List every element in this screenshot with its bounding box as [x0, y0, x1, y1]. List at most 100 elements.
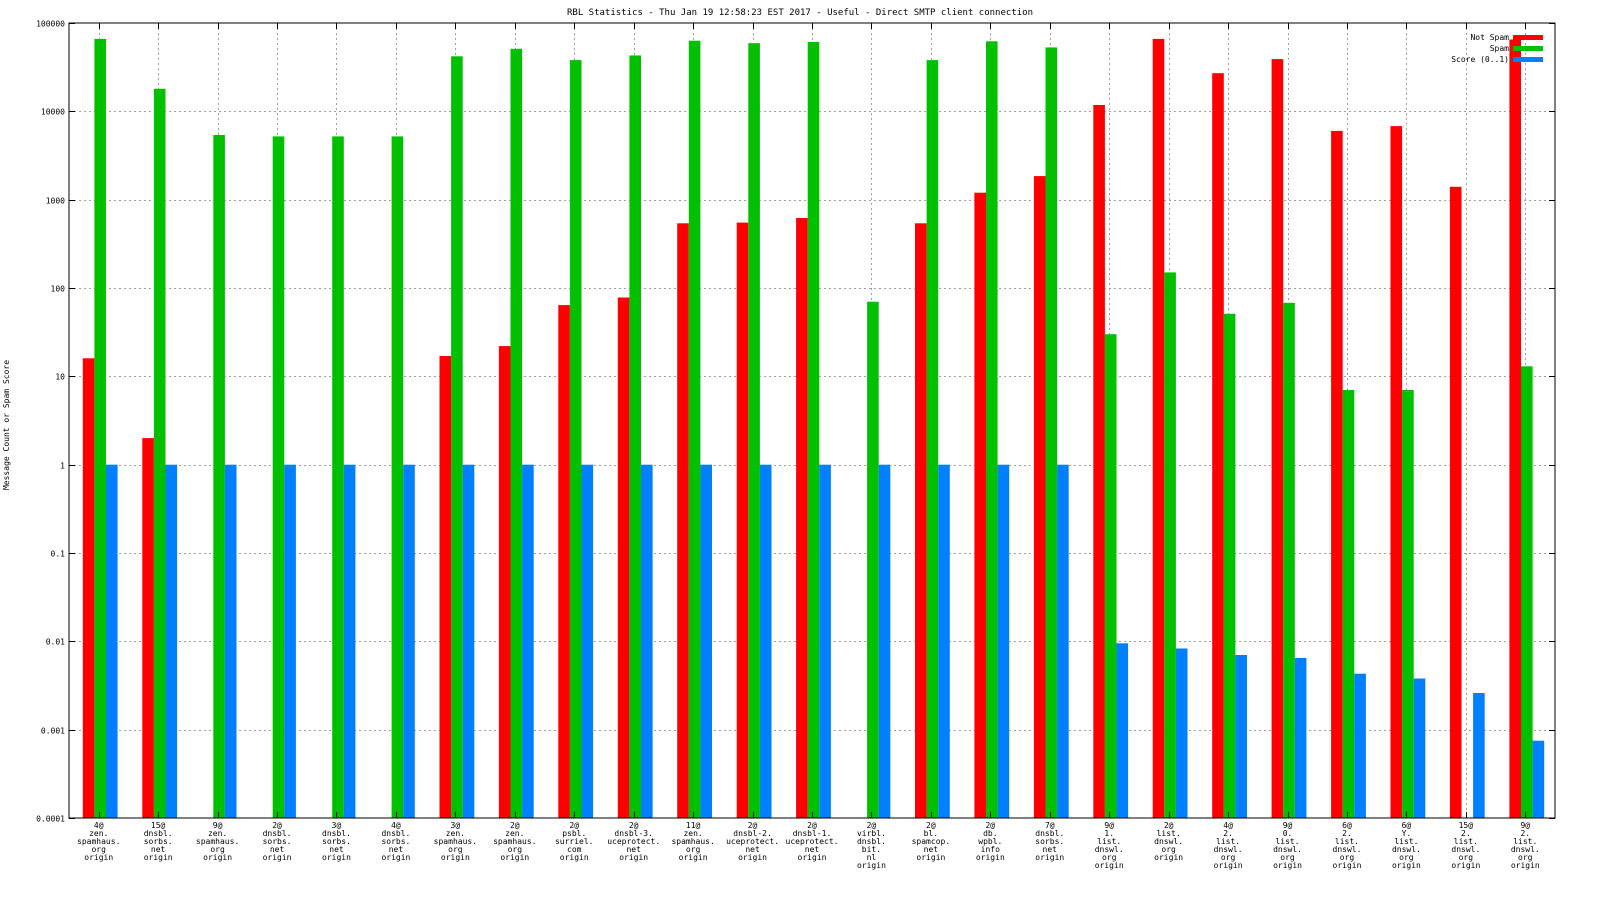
bar [1223, 313, 1236, 818]
x-tick-label-line: bit. [862, 845, 881, 854]
x-tick-label-line: origin [738, 853, 767, 862]
y-tick-label: 1000 [46, 197, 65, 206]
x-tick-label-line: origin [560, 853, 589, 862]
bar [700, 464, 712, 818]
bar [807, 42, 820, 818]
x-tick-label: 2@ db. wpbl. info origin [976, 821, 1005, 862]
bar [1294, 657, 1307, 818]
x-tick-label-line: list. [1394, 837, 1418, 846]
bar [439, 356, 452, 818]
bar [569, 60, 582, 819]
x-tick-label-line: 2@ [926, 821, 936, 830]
y-axis-label: Message Count or Spam Score [2, 360, 11, 490]
x-tick-label-line: 2. [1461, 829, 1471, 838]
x-tick-label-line: 2@ [807, 821, 817, 830]
x-tick-label-line: dnsbl. [1035, 829, 1064, 838]
x-tick-label: 3@ zen. spamhaus. org origin [434, 821, 477, 862]
bar [1402, 390, 1414, 818]
x-tick-label-line: origin [1333, 861, 1362, 870]
bar [736, 222, 749, 819]
x-tick-label-line: net [1043, 845, 1058, 854]
x-tick-label-line: 2@ [510, 821, 520, 830]
x-tick-label-line: org [1459, 853, 1474, 862]
x-tick-label-line: dnsbl-2. [733, 829, 772, 838]
x-tick-label-line: 9@ [1104, 821, 1114, 830]
x-tick-label-line: dnsbl. [144, 829, 173, 838]
x-tick-label-line: org [1221, 853, 1236, 862]
x-tick-label-line: dnswl. [1451, 845, 1480, 854]
bar [1235, 655, 1247, 818]
bar [498, 346, 511, 818]
x-tick-label-line: 2@ [748, 821, 758, 830]
x-tick-label-line: wpbl. [978, 837, 1002, 846]
x-tick-label-line: 6@ [1402, 821, 1412, 830]
x-tick-label-line: origin [619, 853, 648, 862]
x-tick-label-line: origin [263, 853, 292, 862]
y-tick-label: 0.1 [51, 550, 66, 559]
bar [1413, 678, 1426, 818]
x-tick-label-line: net [745, 845, 760, 854]
x-tick-label-line: origin [1035, 853, 1064, 862]
y-tick-label: 10000 [41, 108, 65, 117]
x-tick-label-line: 2@ [1164, 821, 1174, 830]
bar [510, 48, 523, 819]
bar [403, 464, 415, 818]
x-tick-label-line: dnswl. [1095, 845, 1124, 854]
x-tick-label-line: sorbs. [1035, 837, 1064, 846]
x-tick-label-line: org [1518, 853, 1533, 862]
x-tick-label: 15@ 2. list. dnswl. org origin [1451, 821, 1480, 870]
bar [106, 464, 118, 818]
x-tick-label-line: org [508, 845, 523, 854]
bars [82, 38, 1545, 819]
x-tick-label-line: 1. [1104, 829, 1114, 838]
legend: Not Spam Spam Score (0..1) [1451, 33, 1543, 64]
x-tick-label-line: dnswl. [1333, 845, 1362, 854]
x-tick-label-line: sorbs. [381, 837, 410, 846]
x-tick-label-line: 2. [1520, 829, 1530, 838]
x-tick-label-line: dnswl. [1392, 845, 1421, 854]
x-tick-label-line: 2@ [867, 821, 877, 830]
bar [1033, 176, 1046, 819]
x-tick-label-line: list. [1157, 829, 1181, 838]
x-tick-label-line: db. [983, 829, 997, 838]
legend-label: Score (0..1) [1451, 55, 1509, 64]
x-tick-label-line: origin [976, 853, 1005, 862]
x-tick-label: 4@ dnsbl. sorbs. net origin [381, 821, 410, 862]
x-tick-label-line: zen. [505, 829, 524, 838]
x-tick-label-line: dnswl. [1154, 837, 1183, 846]
y-tick-label: 0.0001 [36, 815, 65, 824]
x-tick-label-line: net [924, 845, 939, 854]
bar [677, 223, 689, 819]
x-tick-label-line: sorbs. [322, 837, 351, 846]
y-tick-label: 0.01 [46, 638, 65, 647]
bar [1532, 740, 1545, 818]
x-tick-label-line: zen. [89, 829, 108, 838]
x-tick-label-line: 3@ [451, 821, 461, 830]
x-tick-label-line: surriel. [555, 837, 594, 846]
x-tick-label-line: zen. [208, 829, 227, 838]
x-tick-label: 3@ dnsbl. sorbs. net origin [322, 821, 351, 862]
bar [1164, 272, 1176, 818]
bar [1283, 302, 1295, 818]
x-tick-label-line: 2@ [629, 821, 639, 830]
y-tick-label: 100 [51, 285, 66, 294]
x-tick-label-line: list. [1275, 837, 1299, 846]
x-tick-label-line: origin [500, 853, 529, 862]
bar [878, 464, 891, 818]
bar [796, 218, 808, 818]
bar [629, 55, 641, 818]
x-tick-label-line: net [805, 845, 820, 854]
x-tick-label-line: origin [203, 853, 232, 862]
bar [819, 464, 831, 818]
bar [1521, 366, 1533, 818]
bar [1057, 464, 1069, 818]
x-tick-label: 7@ dnsbl. sorbs. net origin [1035, 821, 1064, 862]
x-tick-label: 9@ 0. list. dnswl. org origin [1273, 821, 1302, 870]
bar [1175, 648, 1188, 818]
x-tick-label-line: dnsbl. [322, 829, 351, 838]
x-tick-label-line: org [448, 845, 463, 854]
x-tick-label-line: 15@ [151, 821, 166, 830]
bar [82, 358, 95, 818]
bar [938, 464, 950, 818]
bar [284, 464, 296, 818]
